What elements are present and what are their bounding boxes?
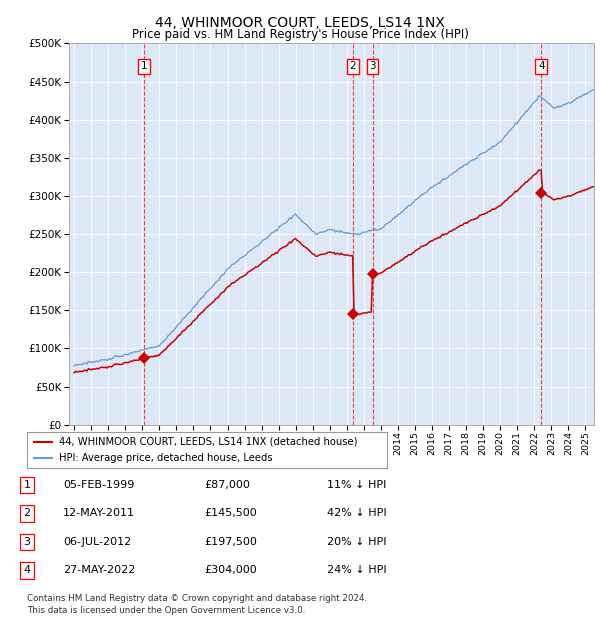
Text: 44, WHINMOOR COURT, LEEDS, LS14 1NX (detached house): 44, WHINMOOR COURT, LEEDS, LS14 1NX (det… (59, 437, 358, 447)
Text: This data is licensed under the Open Government Licence v3.0.: This data is licensed under the Open Gov… (27, 606, 305, 614)
Text: £87,000: £87,000 (204, 480, 250, 490)
Text: 1: 1 (23, 480, 31, 490)
Text: 3: 3 (369, 61, 376, 71)
Text: £304,000: £304,000 (204, 565, 257, 575)
Text: 2: 2 (350, 61, 356, 71)
Text: 20% ↓ HPI: 20% ↓ HPI (327, 537, 386, 547)
Text: 24% ↓ HPI: 24% ↓ HPI (327, 565, 386, 575)
Text: £145,500: £145,500 (204, 508, 257, 518)
Text: HPI: Average price, detached house, Leeds: HPI: Average price, detached house, Leed… (59, 453, 273, 463)
Text: 1: 1 (140, 61, 147, 71)
Text: 2: 2 (23, 508, 31, 518)
Text: 42% ↓ HPI: 42% ↓ HPI (327, 508, 386, 518)
Text: 05-FEB-1999: 05-FEB-1999 (63, 480, 134, 490)
Text: 44, WHINMOOR COURT, LEEDS, LS14 1NX: 44, WHINMOOR COURT, LEEDS, LS14 1NX (155, 16, 445, 30)
Text: Price paid vs. HM Land Registry's House Price Index (HPI): Price paid vs. HM Land Registry's House … (131, 29, 469, 41)
Text: 12-MAY-2011: 12-MAY-2011 (63, 508, 135, 518)
Text: 4: 4 (23, 565, 31, 575)
Text: Contains HM Land Registry data © Crown copyright and database right 2024.: Contains HM Land Registry data © Crown c… (27, 595, 367, 603)
Text: 27-MAY-2022: 27-MAY-2022 (63, 565, 136, 575)
Text: 4: 4 (538, 61, 545, 71)
Text: 11% ↓ HPI: 11% ↓ HPI (327, 480, 386, 490)
Text: £197,500: £197,500 (204, 537, 257, 547)
Text: 3: 3 (23, 537, 31, 547)
Text: 06-JUL-2012: 06-JUL-2012 (63, 537, 131, 547)
